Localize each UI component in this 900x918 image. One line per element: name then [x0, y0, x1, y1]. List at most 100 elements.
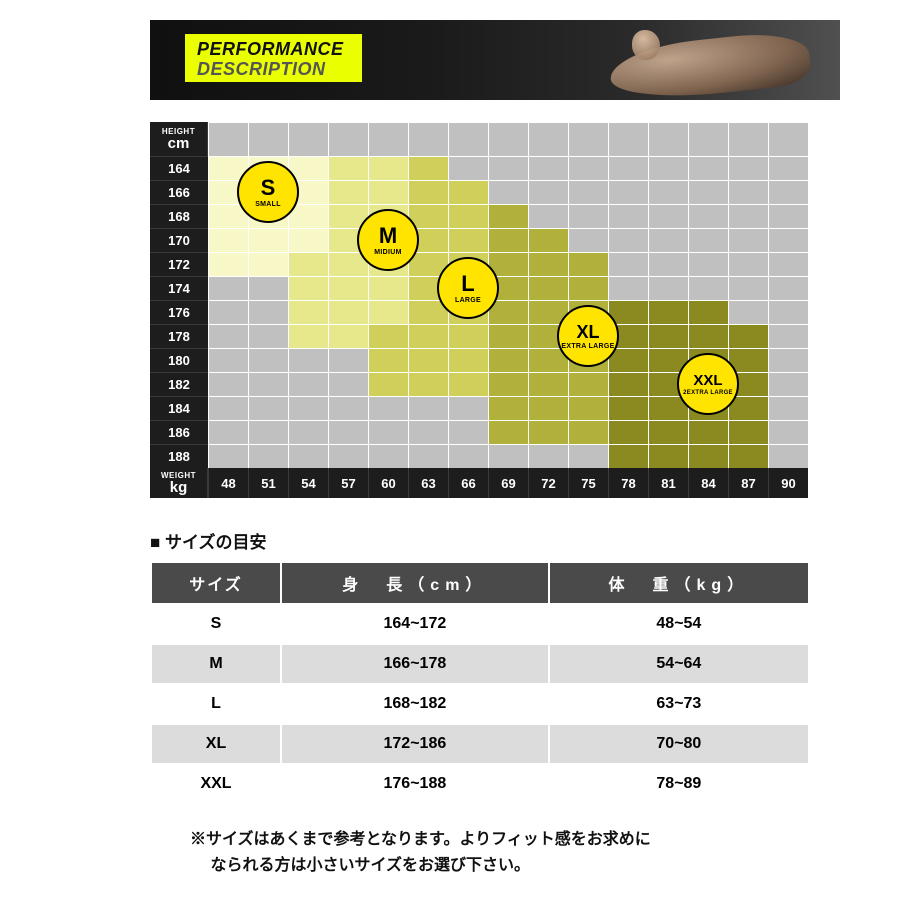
weight-label: 87: [728, 468, 768, 498]
height-label: 186: [150, 420, 208, 444]
weight-label: 48: [208, 468, 248, 498]
weight-label: 51: [248, 468, 288, 498]
weight-label: 72: [528, 468, 568, 498]
chart-cell: [328, 348, 368, 372]
chart-cell: [488, 444, 528, 468]
chart-cell: [328, 122, 368, 156]
chart-cell: [448, 420, 488, 444]
chart-cell: [408, 444, 448, 468]
chart-cell: [768, 324, 808, 348]
guide-cell: 168~182: [281, 684, 549, 724]
chart-cell: [448, 204, 488, 228]
chart-cell: [368, 300, 408, 324]
banner-photo: [580, 20, 840, 100]
chart-cell: [408, 396, 448, 420]
chart-cell: [768, 300, 808, 324]
guide-col-header: 体 重（kg）: [549, 562, 809, 604]
chart-cell: [328, 324, 368, 348]
guide-title: ■ サイズの目安: [150, 528, 840, 553]
chart-cell: [368, 122, 408, 156]
chart-cell: [328, 420, 368, 444]
height-label: 178: [150, 324, 208, 348]
chart-cell: [288, 300, 328, 324]
chart-cell: [728, 156, 768, 180]
chart-cell: [648, 300, 688, 324]
height-label: 184: [150, 396, 208, 420]
chart-cell: [688, 300, 728, 324]
chart-cell: [448, 348, 488, 372]
chart-cell: [528, 444, 568, 468]
chart-cell: [608, 276, 648, 300]
weight-label: 84: [688, 468, 728, 498]
height-label: 170: [150, 228, 208, 252]
weight-label: 81: [648, 468, 688, 498]
chart-cell: [528, 252, 568, 276]
chart-cell: [328, 156, 368, 180]
size-badge-xxl: XXL2EXTRA LARGE: [677, 353, 739, 415]
chart-cell: [688, 252, 728, 276]
chart-cell: [288, 276, 328, 300]
chart-cell: [208, 300, 248, 324]
chart-cell: [528, 122, 568, 156]
chart-cell: [248, 300, 288, 324]
chart-cell: [208, 348, 248, 372]
chart-cell: [608, 180, 648, 204]
chart-cell: [568, 252, 608, 276]
chart-cell: [768, 276, 808, 300]
chart-cell: [488, 372, 528, 396]
chart-cell: [568, 444, 608, 468]
chart-cell: [688, 324, 728, 348]
chart-cell: [688, 122, 728, 156]
chart-cell: [648, 276, 688, 300]
chart-cell: [368, 372, 408, 396]
chart-cell: [768, 252, 808, 276]
chart-cell: [288, 372, 328, 396]
guide-col-header: 身 長（cm）: [281, 562, 549, 604]
guide-cell: M: [151, 644, 281, 684]
chart-cell: [408, 180, 448, 204]
weight-label: 78: [608, 468, 648, 498]
chart-cell: [328, 276, 368, 300]
chart-cell: [688, 180, 728, 204]
height-label: 164: [150, 156, 208, 180]
chart-cell: [768, 204, 808, 228]
chart-cell: [728, 324, 768, 348]
chart-cell: [408, 348, 448, 372]
chart-cell: [568, 372, 608, 396]
chart-cell: [368, 348, 408, 372]
guide-row: XXL176~18878~89: [151, 764, 809, 804]
chart-cell: [728, 276, 768, 300]
chart-cell: [328, 300, 368, 324]
chart-cell: [768, 156, 808, 180]
chart-cell: [328, 180, 368, 204]
chart-cell: [768, 348, 808, 372]
chart-cell: [448, 372, 488, 396]
chart-cell: [288, 324, 328, 348]
chart-cell: [288, 348, 328, 372]
chart-cell: [608, 252, 648, 276]
chart-cell: [208, 444, 248, 468]
chart-cell: [408, 156, 448, 180]
size-badge-s: SSMALL: [237, 161, 299, 223]
chart-cell: [408, 324, 448, 348]
chart-cell: [688, 276, 728, 300]
guide-row: S164~17248~54: [151, 604, 809, 644]
chart-cell: [208, 276, 248, 300]
chart-cell: [568, 180, 608, 204]
chart-cell: [408, 372, 448, 396]
chart-cell: [248, 228, 288, 252]
height-label: 172: [150, 252, 208, 276]
chart-cell: [768, 228, 808, 252]
height-label: 174: [150, 276, 208, 300]
chart-cell: [568, 122, 608, 156]
chart-cell: [648, 156, 688, 180]
chart-cell: [608, 204, 648, 228]
chart-cell: [728, 180, 768, 204]
chart-cell: [368, 156, 408, 180]
chart-cell: [208, 252, 248, 276]
height-header: HEIGHTcm: [150, 122, 208, 156]
chart-cell: [248, 276, 288, 300]
chart-cell: [648, 324, 688, 348]
guide-cell: 54~64: [549, 644, 809, 684]
chart-cell: [568, 420, 608, 444]
